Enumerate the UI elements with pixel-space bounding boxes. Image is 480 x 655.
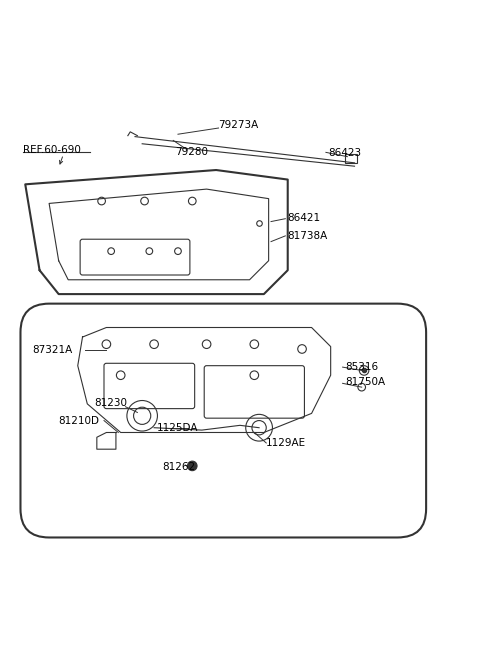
Text: 79280: 79280	[176, 147, 209, 157]
Text: 86421: 86421	[288, 213, 321, 223]
Text: 87321A: 87321A	[33, 345, 72, 356]
Text: 86423: 86423	[328, 148, 361, 159]
Text: REF.60-690: REF.60-690	[23, 145, 81, 155]
Text: 81750A: 81750A	[345, 377, 385, 387]
Text: 79273A: 79273A	[218, 120, 259, 130]
FancyBboxPatch shape	[345, 155, 357, 163]
Text: 1129AE: 1129AE	[266, 438, 306, 448]
Text: 81210D: 81210D	[59, 415, 100, 426]
Text: 1125DA: 1125DA	[156, 422, 198, 433]
Text: 81262: 81262	[163, 462, 196, 472]
Text: 85316: 85316	[345, 362, 378, 371]
Text: 81738A: 81738A	[288, 231, 328, 241]
Text: 81230: 81230	[95, 398, 128, 408]
Circle shape	[188, 461, 197, 471]
